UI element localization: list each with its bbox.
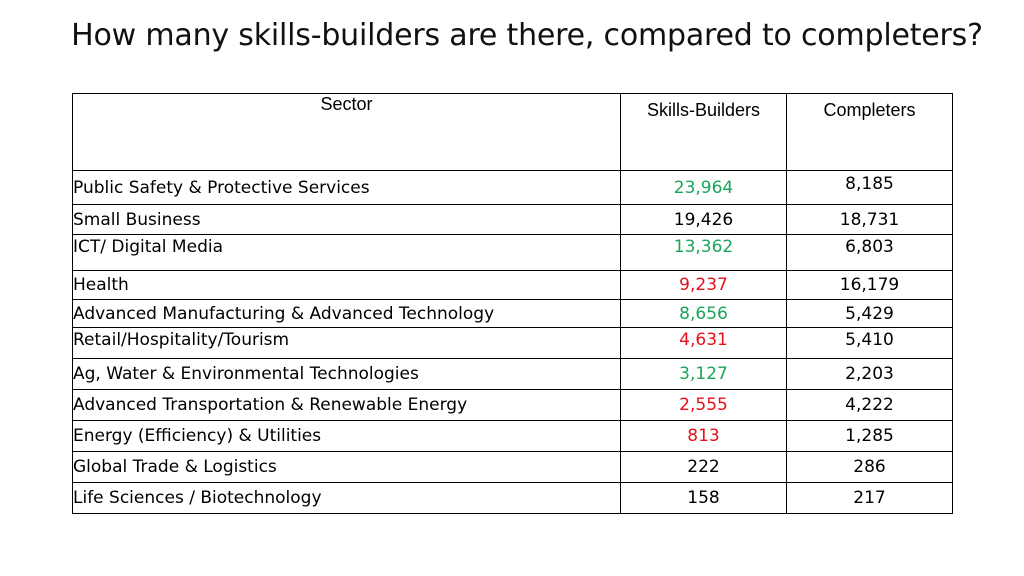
sector-cell: Energy (Efficiency) & Utilities [72,420,621,452]
sector-cell: Advanced Manufacturing & Advanced Techno… [72,299,621,328]
skills-cell: 19,426 [620,204,787,235]
skills-cell: 8,656 [620,299,787,328]
table-row: Global Trade & Logistics 222 286 [72,451,953,483]
completers-cell: 18,731 [786,204,953,235]
header-skills-builders: Skills-Builders [620,93,787,171]
skills-cell: 9,237 [620,270,787,300]
sector-cell: Life Sciences / Biotechnology [72,482,621,514]
table-row: Ag, Water & Environmental Technologies 3… [72,358,953,390]
completers-cell: 5,429 [786,299,953,328]
table-row: Public Safety & Protective Services 23,9… [72,170,953,205]
sector-cell: Global Trade & Logistics [72,451,621,483]
table-row: Advanced Transportation & Renewable Ener… [72,389,953,421]
header-completers: Completers [786,93,953,171]
header-sector: Sector [72,93,621,171]
completers-cell: 5,410 [786,327,953,359]
completers-cell: 6,803 [786,234,953,271]
table-header-row: Sector Skills-Builders Completers [72,93,953,171]
table-row: Energy (Efficiency) & Utilities 813 1,28… [72,420,953,452]
table-row: Health 9,237 16,179 [72,270,953,300]
table-row: ICT/ Digital Media 13,362 6,803 [72,234,953,271]
sector-cell: Ag, Water & Environmental Technologies [72,358,621,390]
table-row: Small Business 19,426 18,731 [72,204,953,235]
sector-cell: Retail/Hospitality/Tourism [72,327,621,359]
page-title: How many skills-builders are there, comp… [71,18,983,53]
sector-cell: ICT/ Digital Media [72,234,621,271]
skills-cell: 2,555 [620,389,787,421]
skills-cell: 222 [620,451,787,483]
sector-cell: Public Safety & Protective Services [72,170,621,205]
skills-cell: 158 [620,482,787,514]
completers-cell: 16,179 [786,270,953,300]
completers-cell: 1,285 [786,420,953,452]
table-row: Life Sciences / Biotechnology 158 217 [72,482,953,514]
table-row: Advanced Manufacturing & Advanced Techno… [72,299,953,328]
skills-cell: 4,631 [620,327,787,359]
sector-cell: Small Business [72,204,621,235]
completers-cell: 217 [786,482,953,514]
completers-cell: 286 [786,451,953,483]
sector-cell: Advanced Transportation & Renewable Ener… [72,389,621,421]
table-row: Retail/Hospitality/Tourism 4,631 5,410 [72,327,953,359]
skills-cell: 13,362 [620,234,787,271]
skills-cell: 3,127 [620,358,787,390]
completers-cell: 8,185 [786,170,953,205]
completers-cell: 2,203 [786,358,953,390]
skills-cell: 813 [620,420,787,452]
sector-table: Sector Skills-Builders Completers Public… [72,93,953,514]
sector-cell: Health [72,270,621,300]
skills-cell: 23,964 [620,170,787,205]
completers-cell: 4,222 [786,389,953,421]
